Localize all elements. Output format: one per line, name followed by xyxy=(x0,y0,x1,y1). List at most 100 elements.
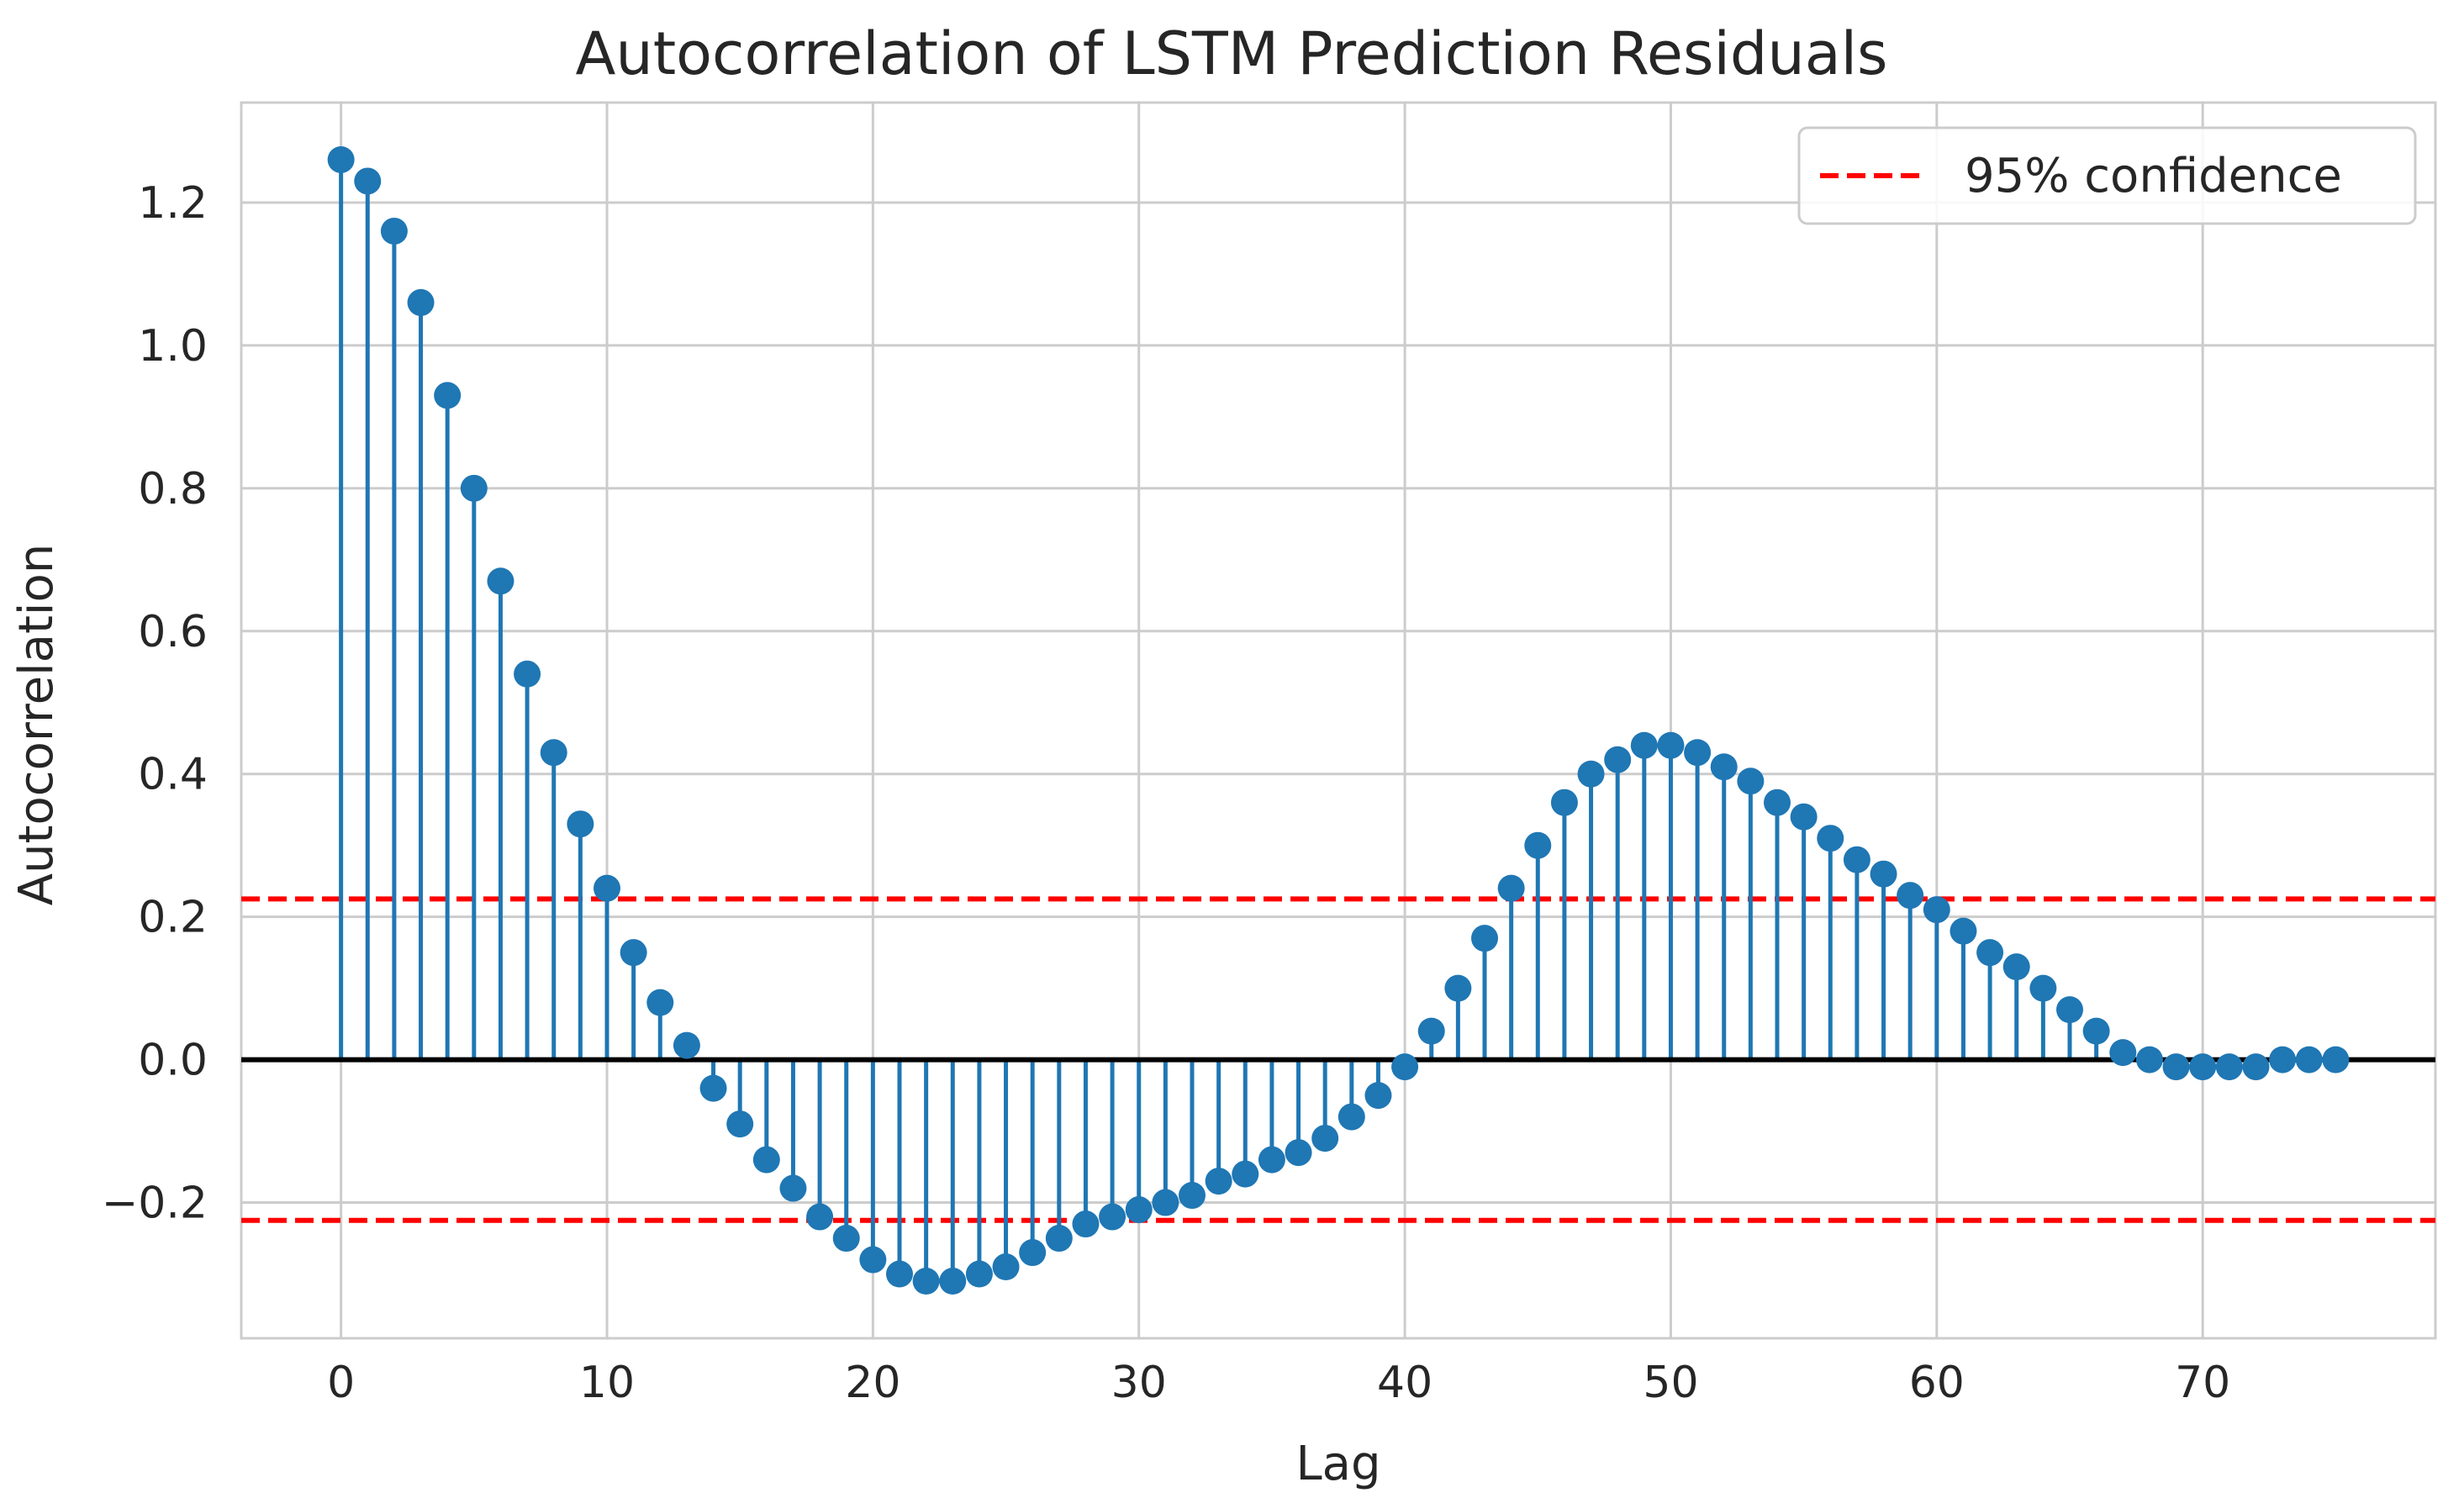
stem-marker xyxy=(1950,917,1977,945)
x-tick-labels: 0 10 20 30 40 50 60 70 xyxy=(327,1358,2230,1408)
stem-marker xyxy=(354,167,382,195)
stem-marker xyxy=(2029,974,2057,1002)
stem-marker xyxy=(2002,953,2030,981)
stem-marker xyxy=(1019,1239,1047,1267)
stem-marker xyxy=(1870,860,1897,888)
markers xyxy=(327,145,2350,1295)
legend-label: 95% confidence xyxy=(1965,149,2342,203)
stem-marker xyxy=(1630,731,1658,759)
stem-marker xyxy=(1524,831,1552,859)
stem-marker xyxy=(646,989,674,1016)
stem-marker xyxy=(2189,1053,2217,1081)
stem-marker xyxy=(1790,803,1818,831)
x-tick-label: 70 xyxy=(2175,1358,2230,1408)
x-tick-label: 30 xyxy=(1111,1358,1167,1408)
stem-marker xyxy=(487,567,514,595)
stem-marker xyxy=(2242,1053,2270,1081)
stem-marker xyxy=(1258,1146,1285,1174)
stem-marker xyxy=(2215,1053,2243,1081)
stem-marker xyxy=(2162,1053,2190,1081)
stem-marker xyxy=(699,1074,727,1102)
stem-marker xyxy=(832,1225,860,1253)
stems xyxy=(339,159,2258,1282)
stem-marker xyxy=(939,1268,967,1295)
plot-area xyxy=(240,101,2437,1340)
stem-marker xyxy=(594,874,620,902)
stem-marker xyxy=(380,217,408,245)
stem-marker xyxy=(2109,1039,2137,1067)
stem-marker xyxy=(1311,1125,1339,1153)
legend-box xyxy=(1797,126,2417,225)
stem-marker xyxy=(1125,1196,1153,1224)
stem-marker xyxy=(2082,1017,2110,1045)
stem-marker xyxy=(1417,1017,1445,1045)
y-tick-label: 1.0 xyxy=(138,321,208,372)
y-tick-label: 0.4 xyxy=(138,750,208,800)
y-tick-label: 0.2 xyxy=(138,893,208,943)
stem-marker xyxy=(912,1268,940,1295)
stem-marker xyxy=(1444,974,1472,1002)
stem-marker xyxy=(327,145,355,173)
stem-marker xyxy=(514,660,541,688)
legend: 95% confidence xyxy=(1797,126,2417,225)
stem-marker xyxy=(1497,874,1525,902)
stem-marker xyxy=(992,1253,1020,1281)
y-tick-label: 1.2 xyxy=(138,178,208,229)
stem-marker xyxy=(620,939,647,967)
stem-marker xyxy=(965,1260,993,1288)
stem-marker xyxy=(1232,1160,1259,1188)
x-tick-label: 50 xyxy=(1643,1358,1698,1408)
stem-marker xyxy=(1897,882,1924,910)
stem-marker xyxy=(1737,767,1765,795)
x-tick-label: 40 xyxy=(1377,1358,1432,1408)
stem-marker xyxy=(434,382,462,409)
stem-marker xyxy=(673,1031,700,1059)
x-tick-label: 20 xyxy=(845,1358,900,1408)
stem-marker xyxy=(1338,1103,1365,1131)
stem-marker xyxy=(1923,896,1950,924)
stem-marker xyxy=(779,1174,807,1202)
stem-marker xyxy=(1471,925,1498,952)
x-tick-label: 10 xyxy=(579,1358,635,1408)
y-tick-labels: −0.2 0.0 0.2 0.4 0.6 0.8 1.0 1.2 xyxy=(102,178,208,1229)
stem-marker xyxy=(2269,1046,2297,1073)
stem-marker xyxy=(886,1260,913,1288)
stem-marker xyxy=(1285,1139,1312,1167)
stem-marker xyxy=(2056,996,2083,1024)
stem-marker xyxy=(806,1203,834,1231)
stem-marker xyxy=(859,1246,887,1274)
stem-marker xyxy=(1577,760,1605,788)
stem-marker xyxy=(2135,1046,2163,1073)
stem-marker xyxy=(460,474,488,502)
stem-marker xyxy=(1764,789,1791,816)
stem-marker xyxy=(752,1146,780,1174)
stem-marker xyxy=(1604,746,1632,773)
stem-marker xyxy=(567,810,594,838)
stem-marker xyxy=(1045,1225,1073,1253)
stem-marker xyxy=(1179,1182,1206,1210)
stem-marker xyxy=(1205,1168,1232,1195)
x-axis-label: Lag xyxy=(1295,1437,1380,1491)
stem-marker xyxy=(407,288,435,316)
stem-marker xyxy=(1843,846,1870,873)
y-tick-label: 0.0 xyxy=(138,1036,208,1086)
stem-marker xyxy=(1976,939,2004,967)
chart-title: Autocorrelation of LSTM Prediction Resid… xyxy=(575,19,1887,88)
stem-marker xyxy=(2322,1046,2350,1073)
stem-marker xyxy=(1364,1082,1392,1110)
stem-marker xyxy=(540,739,567,767)
stem-marker xyxy=(1099,1203,1126,1231)
y-axis-label: Autocorrelation xyxy=(9,544,64,906)
x-tick-label: 0 xyxy=(327,1358,355,1408)
stem-marker xyxy=(1710,753,1738,781)
stem-marker xyxy=(726,1110,754,1138)
stem-marker xyxy=(1817,825,1844,852)
stem-marker xyxy=(1152,1189,1179,1216)
y-tick-label: 0.6 xyxy=(138,607,208,657)
x-tick-label: 60 xyxy=(1909,1358,1965,1408)
stem-marker xyxy=(1550,789,1578,816)
stem-marker xyxy=(1684,739,1712,767)
y-tick-label: −0.2 xyxy=(102,1179,208,1229)
stem-marker xyxy=(2295,1046,2323,1073)
